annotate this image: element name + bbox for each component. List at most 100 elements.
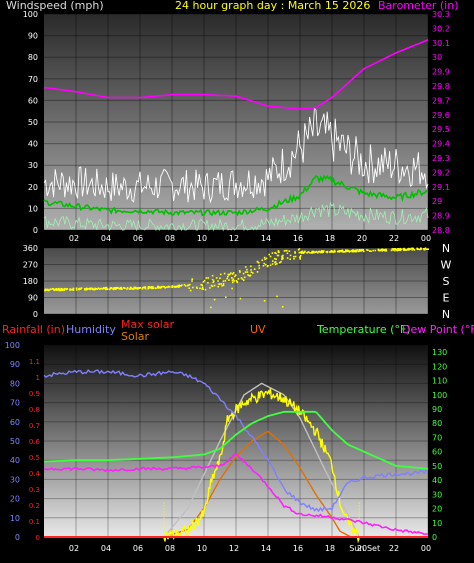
temperature-y-tick: 60 <box>432 448 442 457</box>
climate-x-tick: 08 <box>165 544 175 553</box>
direction-point <box>196 287 198 289</box>
direction-point <box>228 274 230 276</box>
direction-point <box>286 249 288 252</box>
direction-point <box>325 251 328 253</box>
direction-point <box>234 274 237 276</box>
direction-point <box>394 248 397 250</box>
wind-x-tick: 08 <box>165 234 175 243</box>
direction-point <box>80 287 83 289</box>
direction-point <box>302 252 304 254</box>
direction-point <box>382 249 385 252</box>
direction-point <box>358 249 361 251</box>
direction-point <box>175 285 178 288</box>
direction-point <box>189 283 191 286</box>
humidity-y-tick: 70 <box>10 399 20 408</box>
temperature-y-tick: 30 <box>432 490 442 499</box>
wind-x-tick: 10 <box>197 234 207 243</box>
temperature-y-tick: 10 <box>432 519 442 528</box>
climate-x-tick: 20 <box>357 544 367 553</box>
direction-point <box>136 288 139 290</box>
direction-point <box>96 288 99 290</box>
direction-point <box>367 249 369 252</box>
barometer-y-tick: 29.3 <box>432 154 450 163</box>
direction-point <box>55 289 57 291</box>
direction-point <box>160 286 162 289</box>
direction-point <box>242 272 245 275</box>
temperature-y-tick: 110 <box>432 377 447 386</box>
direction-point <box>94 288 96 291</box>
rain-y-tick: 0.5 <box>29 454 40 462</box>
direction-point <box>321 250 323 252</box>
direction-point <box>53 289 56 291</box>
wind-x-tick: 14 <box>261 234 271 243</box>
direction-point <box>89 288 92 291</box>
gust-line <box>43 106 429 204</box>
direction-point <box>263 262 265 265</box>
barometer-y-tick: 29.6 <box>432 111 450 120</box>
direction-grid <box>44 247 429 315</box>
direction-point <box>274 261 277 263</box>
direction-point <box>89 287 92 290</box>
direction-point <box>409 248 412 250</box>
barometer-y-tick: 29.5 <box>432 125 450 134</box>
direction-point <box>319 251 322 254</box>
wind-y-tick: 20 <box>28 183 38 192</box>
direction-point <box>44 289 46 292</box>
wind-barometer-chart: 0 10 20 30 40 50 60 70 80 90 100 28.8 28.9 29 29.1 29.2… <box>6 0 459 243</box>
direction-point <box>293 258 295 260</box>
direction-point <box>363 250 365 253</box>
direction-point <box>336 250 339 253</box>
direction-point <box>419 248 421 251</box>
direction-point <box>280 261 282 263</box>
direction-point <box>338 250 340 252</box>
direction-point <box>178 284 180 287</box>
legend-temperature: Temperature (°F) <box>316 323 411 336</box>
direction-point <box>88 288 90 290</box>
direction-point <box>207 282 209 284</box>
direction-point <box>332 251 334 253</box>
direction-point <box>264 263 267 266</box>
direction-point <box>249 274 252 277</box>
direction-point <box>211 285 214 288</box>
direction-point <box>64 287 66 290</box>
direction-point <box>225 296 227 298</box>
direction-point <box>276 263 278 265</box>
direction-point <box>343 251 346 253</box>
climate-plot-area <box>44 345 428 537</box>
direction-point <box>243 276 246 279</box>
wind-x-tick: 00 <box>421 234 431 243</box>
direction-point <box>366 249 368 251</box>
direction-point <box>210 284 213 287</box>
temperature-y-tick: 100 <box>432 391 447 400</box>
direction-point <box>370 250 372 252</box>
direction-point <box>65 288 67 291</box>
direction-point <box>299 258 301 260</box>
direction-point <box>326 250 329 253</box>
legend-max-solar: Max solar <box>121 318 174 331</box>
direction-point <box>93 288 95 291</box>
direction-point <box>105 288 107 291</box>
direction-point <box>70 288 72 291</box>
direction-point <box>396 249 398 252</box>
climate-x-tick: 22 <box>389 544 399 553</box>
direction-point <box>390 249 393 252</box>
direction-point <box>317 250 320 253</box>
wind-x-tick: 22 <box>389 234 399 243</box>
direction-point <box>408 247 410 250</box>
direction-point <box>75 289 78 291</box>
direction-point <box>114 287 117 289</box>
direction-point <box>297 249 300 251</box>
direction-point <box>118 288 120 290</box>
direction-point <box>277 254 280 257</box>
barometer-y-tick: 29.8 <box>432 82 450 91</box>
direction-point <box>112 288 115 291</box>
climate-x-tick: 06 <box>133 544 143 553</box>
direction-point <box>213 280 215 282</box>
wind-x-tick: 04 <box>101 234 111 243</box>
direction-axes: 0 N 90 E 180 S 270 W 360 N <box>23 242 452 321</box>
climate-x-tick: 10 <box>197 544 207 553</box>
wind-y-tick: 0 <box>33 226 38 235</box>
direction-point <box>213 298 216 301</box>
direction-point <box>355 249 357 252</box>
